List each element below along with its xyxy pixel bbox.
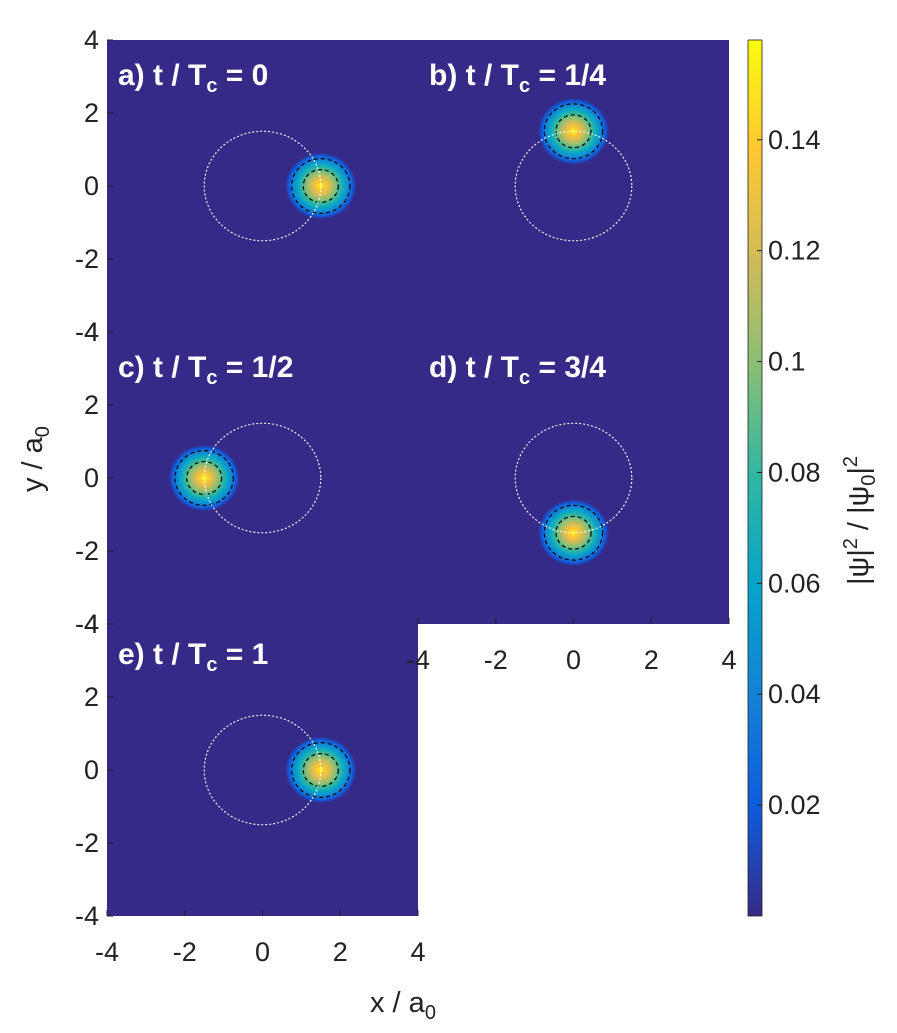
panel-a-contour-1 [302,168,339,204]
panel-e [107,624,418,916]
y-tick-label: 0 [84,171,99,201]
panel-d-contour-2 [543,504,604,561]
panel-b-contour-2 [543,103,604,160]
panel-b-prefix: b) [429,59,457,92]
panel-e-contour-2 [291,742,351,798]
colorbar-label: |ψ|2 / |ψ0|2 [840,456,880,585]
panel-c-time: 1/2 [252,351,294,384]
panel-d-orbit [514,422,633,534]
y-tick-label: -4 [75,317,99,347]
colorbar-tick-label: 0.06 [768,568,821,598]
x-tick-label: 0 [566,645,581,675]
y-tick-label: 4 [84,609,99,639]
panel-b-orbit [514,130,633,242]
x-tick-label: 4 [721,645,736,675]
panel-b-title: b) t / Tc = 1/4 [429,59,606,97]
panel-c-contour-2 [174,450,234,506]
panel-b-background [418,40,729,332]
x-tick-label: -2 [173,937,197,967]
colorbar-tick-label: 0.1 [768,347,806,377]
panel-e-prefix: e) [118,638,145,671]
y-axis-label: y / a0 [17,426,54,492]
y-tick-label: -4 [75,609,99,639]
panel-b-time: 1/4 [564,59,606,92]
colorbar-tick-label: 0.04 [768,679,821,709]
y-tick-label: -2 [75,828,99,858]
x-tick-label: -2 [484,645,508,675]
panel-a-contour-2 [291,158,351,214]
y-tick-label: -2 [75,244,99,274]
colorbar-tick-label: 0.14 [768,125,821,155]
panel-a-background [107,40,418,332]
panel-e-time: 1 [252,638,269,671]
x-tick-label: 0 [255,937,270,967]
y-tick-label: 2 [84,98,99,128]
panel-c-contour-1 [186,460,223,496]
colorbar-tick-label: 0.08 [768,457,821,487]
panel-a-time: 0 [252,59,269,92]
y-tick-label: 2 [84,390,99,420]
panel-c-prefix: c) [118,351,145,384]
panel-b-contour-1 [555,114,592,149]
y-tick-label: 2 [84,682,99,712]
panel-b-wave-packet [538,98,609,165]
panel-a-prefix: a) [118,59,145,92]
panel-d-background [418,332,729,624]
panel-a-title: a) t / Tc = 0 [118,59,268,97]
panel-a [107,40,418,332]
y-tick-label: -4 [75,901,99,931]
panel-e-title: e) t / Tc = 1 [118,638,268,676]
y-tick-label: 4 [84,25,99,55]
colorbar-tick-label: 0.02 [768,790,821,820]
panel-d-prefix: d) [429,351,457,384]
panel-c-background [107,332,418,624]
panel-d [418,332,729,624]
x-tick-label: 4 [410,937,425,967]
panel-c-title: c) t / Tc = 1/2 [118,351,293,389]
panel-e-background [107,624,418,916]
x-tick-label: 2 [333,937,348,967]
panel-c [107,332,418,624]
panel-e-contour-1 [302,752,339,788]
x-axis-label: x / a0 [370,987,436,1024]
x-tick-label: 2 [644,645,659,675]
panel-b [418,40,729,332]
colorbar-tick-label: 0.12 [768,236,821,266]
panel-d-time: 3/4 [564,351,606,384]
y-tick-label: -2 [75,536,99,566]
colorbar-ticks: 0.02 0.04 0.06 0.08 0.1 0.12 0.14 [757,125,821,820]
panel-d-contour-1 [555,515,592,550]
panel-a-orbit [203,130,322,242]
y-tick-label: 4 [84,317,99,347]
y-tick-label: 0 [84,463,99,493]
x-tick-label: -4 [406,645,430,675]
chart-marks [168,98,633,826]
y-tick-label: 0 [84,755,99,785]
panel-d-title: d) t / Tc = 3/4 [429,351,606,389]
panel-c-orbit [203,422,322,534]
panel-e-orbit [203,714,322,826]
x-tick-label: -4 [95,937,119,967]
colorbar [747,39,763,917]
